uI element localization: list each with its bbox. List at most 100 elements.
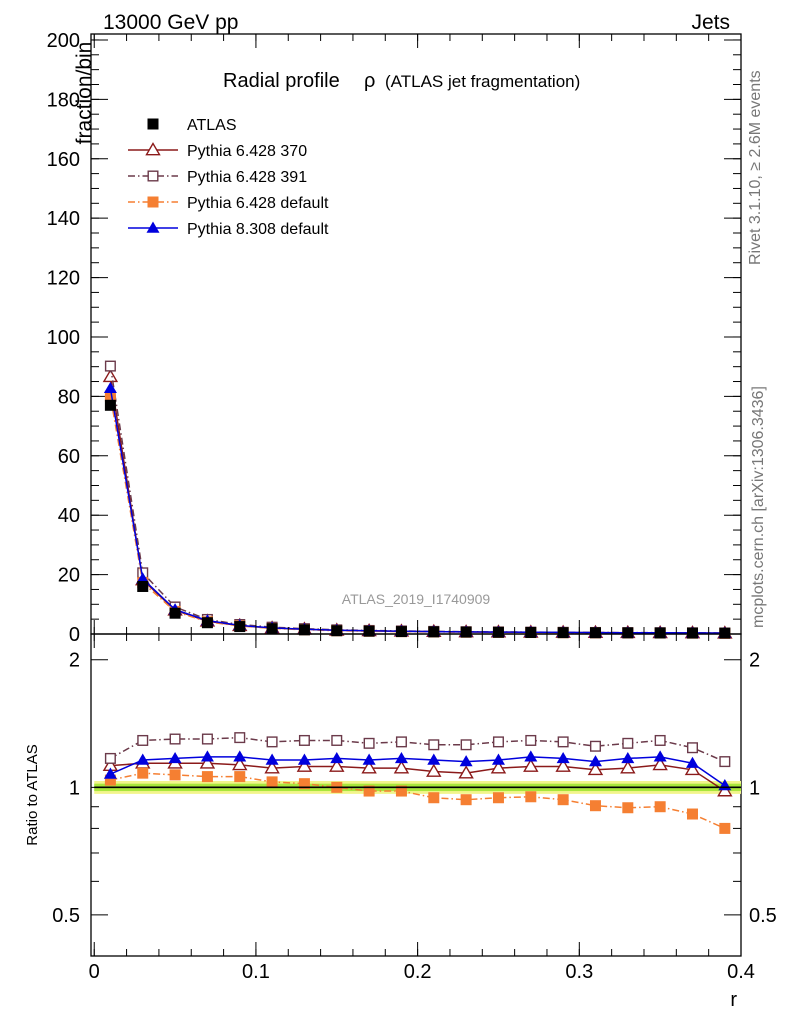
rivet-version-label: Rivet 3.1.10, ≥ 2.6M events bbox=[747, 70, 764, 265]
data-point-atlas bbox=[298, 624, 310, 636]
ratio-point-pythia-6-428-default bbox=[589, 800, 601, 812]
data-point-atlas bbox=[201, 617, 213, 629]
process-label: Jets bbox=[691, 11, 730, 34]
legend-label-atlas: ATLAS bbox=[187, 117, 237, 134]
ratio-point-pythia-6-428-370 bbox=[393, 760, 410, 774]
legend-marker-pythia-6-428-391 bbox=[147, 170, 159, 182]
ratio-point-pythia-6-428-391 bbox=[719, 756, 731, 768]
data-point-pythia-6-428-370 bbox=[102, 368, 119, 383]
ratio-line-pythia-8-308-default bbox=[110, 756, 726, 787]
data-point-atlas bbox=[331, 625, 343, 637]
ratio-point-pythia-6-428-default bbox=[719, 822, 731, 834]
ratio-point-pythia-6-428-391 bbox=[686, 742, 698, 754]
ratio-point-pythia-6-428-391 bbox=[654, 734, 666, 746]
ratio-point-pythia-6-428-391 bbox=[622, 737, 634, 749]
ratio-point-pythia-8-308-default bbox=[362, 753, 376, 765]
ratio-point-pythia-6-428-391 bbox=[201, 733, 213, 745]
ratio-point-pythia-6-428-default bbox=[201, 771, 213, 783]
ratio-line-pythia-6-428-370 bbox=[110, 762, 726, 792]
ratio-point-pythia-6-428-default bbox=[298, 778, 310, 790]
data-point-pythia-8-308-default bbox=[136, 572, 150, 584]
ratio-point-pythia-6-428-default bbox=[169, 769, 181, 781]
y-tick-label: 60 bbox=[58, 446, 80, 468]
ratio-point-pythia-8-308-default bbox=[685, 756, 699, 768]
y-tick-label: 180 bbox=[47, 89, 80, 111]
legend-marker-atlas bbox=[147, 118, 159, 130]
ratio-tick-label-right: 2 bbox=[749, 650, 760, 672]
ratio-point-pythia-8-308-default bbox=[524, 750, 538, 762]
data-point-atlas bbox=[169, 607, 181, 619]
ratio-y-ticks: 0.5 0.5 1 1 2 2 bbox=[52, 650, 777, 927]
ratio-point-pythia-8-308-default bbox=[168, 751, 182, 764]
ratio-point-pythia-6-428-default bbox=[104, 774, 116, 786]
ratio-point-pythia-6-428-391 bbox=[395, 736, 407, 748]
legend-label-pythia-8-308-default: Pythia 8.308 default bbox=[187, 221, 329, 238]
y-tick-label: 200 bbox=[47, 30, 80, 52]
ratio-tick-label-right: 1 bbox=[749, 777, 760, 799]
ratio-point-pythia-8-308-default bbox=[556, 751, 570, 764]
ratio-frame bbox=[90, 633, 742, 957]
chart-title-main: Radial profile bbox=[223, 70, 340, 92]
ratio-point-pythia-6-428-370 bbox=[523, 758, 539, 772]
y-axis-label-main: fraction/bin bbox=[73, 42, 96, 145]
data-point-atlas bbox=[395, 626, 407, 638]
ratio-point-pythia-6-428-default bbox=[137, 767, 149, 779]
energy-label: 13000 GeV pp bbox=[103, 11, 238, 34]
legend-marker-pythia-8-308-default bbox=[146, 221, 160, 233]
data-point-atlas bbox=[589, 627, 601, 639]
ratio-point-pythia-8-308-default bbox=[394, 751, 408, 764]
data-point-pythia-6-428-391 bbox=[104, 360, 116, 372]
y-tick-label: 20 bbox=[58, 565, 80, 587]
ratio-point-pythia-6-428-370 bbox=[620, 760, 636, 774]
main-y-ticks: 0 20 40 60 80 100 120 140 160 180 200 bbox=[47, 30, 741, 646]
y-tick-label: 100 bbox=[47, 327, 80, 349]
ratio-point-pythia-6-428-default bbox=[654, 801, 666, 813]
y-tick-label: 40 bbox=[58, 505, 80, 527]
data-point-atlas bbox=[428, 626, 440, 638]
ratio-point-pythia-6-428-370 bbox=[296, 758, 313, 772]
data-point-atlas bbox=[622, 627, 634, 639]
ratio-point-pythia-6-428-default bbox=[622, 802, 634, 814]
data-point-atlas bbox=[654, 627, 666, 639]
data-point-atlas bbox=[137, 580, 149, 592]
ratio-point-pythia-8-308-default bbox=[233, 750, 247, 762]
ratio-point-pythia-6-428-370 bbox=[555, 758, 571, 772]
data-point-atlas bbox=[234, 621, 246, 633]
ratio-point-pythia-6-428-391 bbox=[460, 739, 472, 751]
ratio-point-pythia-6-428-default bbox=[395, 785, 407, 797]
x-tick-label: 0.2 bbox=[404, 961, 432, 983]
ratio-point-pythia-6-428-default bbox=[428, 792, 440, 804]
y-tick-label: 160 bbox=[47, 149, 80, 171]
ratio-series-group bbox=[94, 732, 741, 834]
legend-label-pythia-6-428-default: Pythia 6.428 default bbox=[187, 195, 329, 212]
data-point-atlas bbox=[363, 625, 375, 637]
ratio-point-pythia-6-428-391 bbox=[557, 736, 569, 748]
y-tick-label: 80 bbox=[58, 386, 80, 408]
ratio-point-pythia-8-308-default bbox=[621, 751, 635, 764]
ratio-point-pythia-6-428-391 bbox=[169, 733, 181, 745]
x-axis-ticks: 0 0.1 0.2 0.3 0.4 bbox=[89, 34, 755, 983]
ratio-point-pythia-6-428-370 bbox=[458, 765, 474, 779]
legend-marker-pythia-6-428-default bbox=[147, 196, 159, 208]
legend-marker-pythia-6-428-370 bbox=[145, 142, 161, 156]
ratio-point-pythia-6-428-370 bbox=[232, 756, 248, 771]
y-axis-label-ratio: Ratio to ATLAS bbox=[24, 744, 41, 845]
ratio-point-pythia-6-428-370 bbox=[199, 755, 216, 769]
data-point-atlas bbox=[719, 627, 731, 639]
ratio-point-pythia-6-428-default bbox=[234, 771, 246, 783]
chart-title-suffix: (ATLAS jet fragmentation) bbox=[385, 72, 580, 91]
chart-title-symbol: ρ bbox=[364, 70, 375, 92]
ratio-point-pythia-6-428-default bbox=[492, 792, 504, 804]
ratio-point-pythia-6-428-default bbox=[686, 808, 698, 820]
main-panel: 0 20 40 60 80 100 120 140 160 180 200 fraction/bin… bbox=[47, 30, 742, 646]
x-tick-label: 0 bbox=[89, 961, 100, 983]
ratio-point-pythia-6-428-370 bbox=[684, 761, 701, 776]
ratio-point-pythia-8-308-default bbox=[103, 767, 117, 779]
ratio-tick-label-right: 0.5 bbox=[749, 905, 777, 927]
x-tick-label: 0.4 bbox=[727, 961, 755, 983]
legend-label-pythia-6-428-370: Pythia 6.428 370 bbox=[187, 143, 307, 160]
legend: ATLAS Pythia 6.428 370 Pythia 6.428 391 Pyt… bbox=[128, 117, 329, 238]
ratio-point-pythia-6-428-370 bbox=[264, 760, 280, 774]
ratio-point-pythia-8-308-default bbox=[427, 753, 441, 765]
